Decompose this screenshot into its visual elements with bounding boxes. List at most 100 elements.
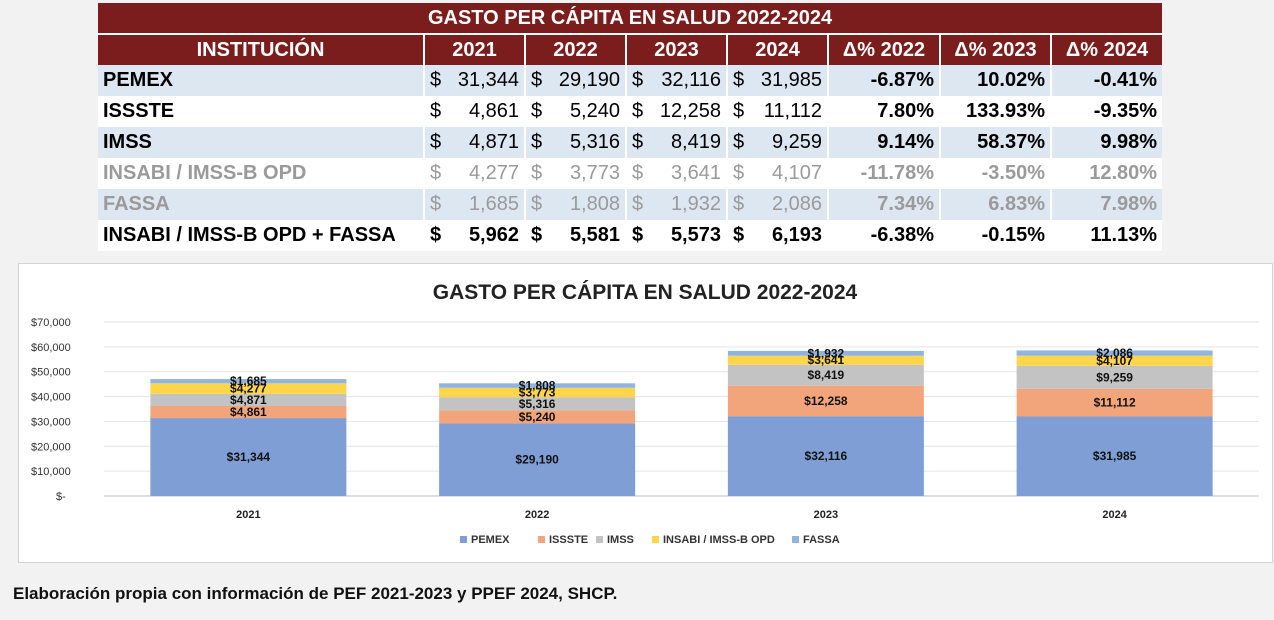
amount: 3,641 bbox=[670, 162, 721, 184]
pct-change-cell: -3.50% bbox=[939, 158, 1051, 189]
bar-insabi-imss-b-opd-2021 bbox=[150, 383, 347, 394]
spend-cell-2021: $1,685 bbox=[423, 189, 525, 220]
data-label: $4,277 bbox=[230, 382, 267, 396]
data-label: $12,258 bbox=[804, 394, 848, 408]
table-row: IMSS $4,871 $5,316 $8,419 $9,259 9.14% 58.37% 9… bbox=[98, 127, 1163, 158]
currency-symbol: $ bbox=[733, 100, 745, 122]
amount: 3,773 bbox=[569, 162, 620, 184]
amount: 31,344 bbox=[457, 69, 519, 91]
amount: 8,419 bbox=[670, 131, 721, 153]
amount: 5,316 bbox=[569, 131, 620, 153]
currency-symbol: $ bbox=[531, 193, 543, 215]
spend-cell-2024: $11,112 bbox=[726, 96, 828, 127]
currency-symbol: $ bbox=[531, 224, 543, 246]
bar-fassa-2023 bbox=[727, 350, 924, 356]
spend-cell-2021: $5,962 bbox=[423, 220, 525, 251]
amount: 5,581 bbox=[569, 224, 620, 246]
y-tick-label: $70,000 bbox=[31, 317, 71, 329]
header-col-0: INSTITUCIÓN bbox=[98, 33, 424, 65]
pct-change-cell: -9.35% bbox=[1049, 96, 1163, 127]
y-tick-label: $60,000 bbox=[31, 342, 71, 354]
spend-cell-2023: $1,932 bbox=[625, 189, 727, 220]
amount: 4,861 bbox=[468, 100, 519, 122]
bar-issste-2024 bbox=[1016, 388, 1213, 417]
bar-imss-2024 bbox=[1016, 365, 1213, 389]
data-label: $1,808 bbox=[519, 379, 556, 393]
data-label: $11,112 bbox=[1094, 396, 1136, 410]
amount: 4,871 bbox=[468, 131, 519, 153]
amount: 4,277 bbox=[468, 162, 519, 184]
table-row: PEMEX $31,344 $29,190 $32,116 $31,985 -6.87% 1… bbox=[98, 65, 1163, 96]
data-label: $3,773 bbox=[519, 386, 556, 400]
data-label: $5,240 bbox=[519, 410, 556, 424]
table-row: ISSSTE $4,861 $5,240 $12,258 $11,112 7.80% 133… bbox=[98, 96, 1163, 127]
spend-cell-2024: $31,985 bbox=[726, 65, 828, 96]
stacked-bar-chart: GASTO PER CÁPITA EN SALUD 2022-2024 $31,… bbox=[31, 281, 1259, 546]
spend-cell-2021: $31,344 bbox=[423, 65, 525, 96]
spend-cell-2021: $4,861 bbox=[423, 96, 525, 127]
pct-change-cell: 11.13% bbox=[1049, 220, 1163, 251]
bar-pemex-2022 bbox=[439, 423, 636, 496]
currency-symbol: $ bbox=[632, 69, 644, 91]
summary-table-container: GASTO PER CÁPITA EN SALUD 2022-2024 INST… bbox=[98, 3, 1163, 251]
pct-change-cell: 7.34% bbox=[827, 189, 940, 220]
currency-symbol: $ bbox=[531, 131, 543, 153]
pct-change-cell: 58.37% bbox=[939, 127, 1051, 158]
pct-change-cell: 133.93% bbox=[939, 96, 1051, 127]
currency-symbol: $ bbox=[632, 193, 644, 215]
y-tick-label: $10,000 bbox=[31, 466, 71, 478]
axes: $- $10,000 $20,000 $30,000 $40,000 $50,000 $60… bbox=[31, 317, 1128, 521]
x-tick-label: 2021 bbox=[236, 509, 260, 521]
bar-issste-2021 bbox=[150, 406, 347, 419]
currency-symbol: $ bbox=[632, 224, 644, 246]
header-col-7: Δ% 2024 bbox=[1049, 33, 1163, 65]
currency-symbol: $ bbox=[430, 193, 442, 215]
pct-change-cell: -11.78% bbox=[827, 158, 940, 189]
y-tick-label: $- bbox=[56, 491, 66, 503]
institution-name: FASSA bbox=[98, 189, 424, 220]
chart-title: GASTO PER CÁPITA EN SALUD 2022-2024 bbox=[433, 281, 858, 304]
table-header-row: INSTITUCIÓN 2021 2022 2023 2024 Δ% 2022 Δ% 202… bbox=[98, 33, 1163, 65]
amount: 6,193 bbox=[771, 224, 822, 246]
amount: 4,107 bbox=[771, 162, 822, 184]
bar-pemex-2021 bbox=[150, 418, 347, 496]
source-note: Elaboración propia con información de PE… bbox=[13, 584, 618, 603]
data-label: $8,419 bbox=[808, 368, 845, 382]
y-tick-label: $30,000 bbox=[31, 416, 71, 428]
legend-swatch bbox=[460, 536, 467, 543]
header-col-2: 2022 bbox=[524, 33, 626, 65]
spend-cell-2023: $3,641 bbox=[625, 158, 727, 189]
amount: 11,112 bbox=[763, 100, 822, 122]
spend-cell-2023: $8,419 bbox=[625, 127, 727, 158]
currency-symbol: $ bbox=[632, 162, 644, 184]
legend-swatch bbox=[792, 536, 799, 543]
currency-symbol: $ bbox=[531, 162, 543, 184]
data-label: $31,344 bbox=[227, 450, 271, 464]
chart-container: GASTO PER CÁPITA EN SALUD 2022-2024 $31,… bbox=[18, 263, 1273, 563]
bar-insabi-imss-b-opd-2024 bbox=[1016, 355, 1213, 366]
y-tick-label: $40,000 bbox=[31, 392, 71, 404]
amount: 9,259 bbox=[771, 131, 822, 153]
table-row: INSABI / IMSS-B OPD $4,277 $3,773 $3,641 $4,… bbox=[98, 158, 1163, 189]
bar-imss-2022 bbox=[439, 397, 636, 411]
currency-symbol: $ bbox=[733, 224, 745, 246]
amount: 5,573 bbox=[670, 224, 721, 246]
currency-symbol: $ bbox=[632, 100, 644, 122]
bar-pemex-2023 bbox=[727, 416, 924, 496]
pct-change-cell: 7.80% bbox=[827, 96, 940, 127]
amount: 31,985 bbox=[760, 69, 822, 91]
data-label: $1,932 bbox=[808, 346, 845, 360]
spend-cell-2022: $5,240 bbox=[524, 96, 626, 127]
data-label: $1,685 bbox=[230, 374, 267, 388]
spend-cell-2022: $5,316 bbox=[524, 127, 626, 158]
currency-symbol: $ bbox=[733, 162, 745, 184]
table-row: INSABI / IMSS-B OPD + FASSA $5,962 $5,581 $… bbox=[98, 220, 1163, 251]
legend-swatch bbox=[538, 536, 545, 543]
currency-symbol: $ bbox=[430, 131, 442, 153]
spend-cell-2022: $1,808 bbox=[524, 189, 626, 220]
bar-issste-2022 bbox=[439, 410, 636, 424]
amount: 32,116 bbox=[661, 69, 721, 91]
legend-label: IMSS bbox=[607, 534, 634, 546]
spend-cell-2023: $32,116 bbox=[625, 65, 727, 96]
data-label: $29,190 bbox=[515, 453, 559, 467]
